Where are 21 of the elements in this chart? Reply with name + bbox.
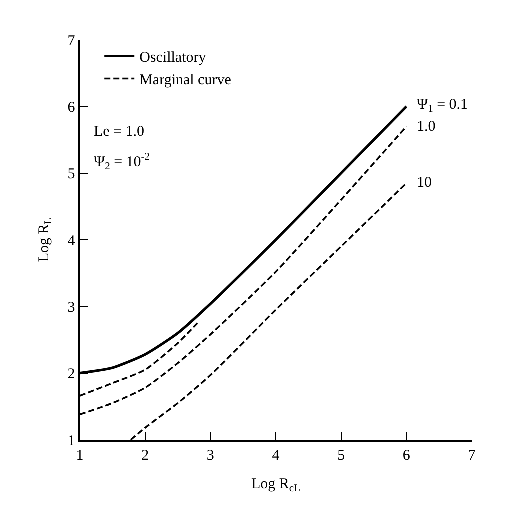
y-tick-label: 2 xyxy=(68,366,76,383)
x-tick-label: 4 xyxy=(272,448,280,464)
y-tick-label: 3 xyxy=(68,300,76,316)
x-axis-title: Log R$_{cL}$ xyxy=(252,476,300,494)
annotation: 10 xyxy=(417,175,432,191)
annotation: Ψ$_{2}$ = 10$^{-2}$ xyxy=(94,152,150,172)
legend-label: Marginal curve xyxy=(140,72,232,89)
y-tick-label: 5 xyxy=(68,166,76,183)
annotation: Le = 1.0 xyxy=(94,124,145,140)
y-tick-label: 1 xyxy=(68,433,76,450)
x-tick-label: 6 xyxy=(402,448,411,464)
x-tick-label: 3 xyxy=(206,448,214,464)
y-tick-label: 7 xyxy=(68,33,76,50)
x-tick-label: 5 xyxy=(338,448,346,464)
x-tick-label: 7 xyxy=(468,448,476,464)
annotation: Ψ$_{1}$ = 0.1 xyxy=(417,97,468,116)
x-tick-label: 2 xyxy=(142,448,150,464)
legend-label: Oscillatory xyxy=(140,50,207,66)
y-tick-label: 4 xyxy=(68,233,76,250)
annotation: 1.0 xyxy=(417,119,436,135)
y-tick-label: 6 xyxy=(68,100,76,116)
